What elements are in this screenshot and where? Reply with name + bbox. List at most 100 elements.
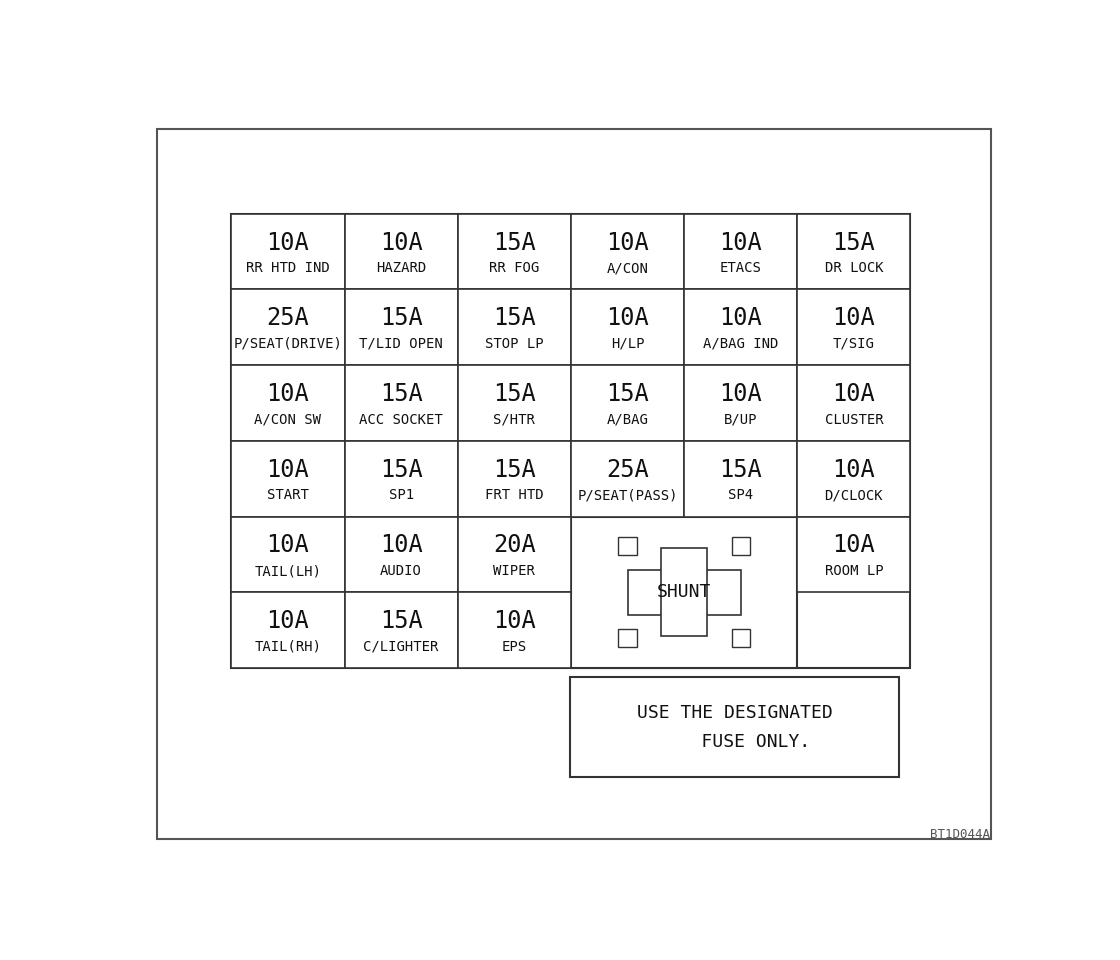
Bar <box>570 678 899 778</box>
Text: 20A: 20A <box>493 534 535 558</box>
Bar <box>458 290 571 365</box>
Bar <box>345 365 458 441</box>
Bar <box>345 290 458 365</box>
Text: 15A: 15A <box>380 609 422 633</box>
Text: START: START <box>267 489 309 502</box>
Text: 10A: 10A <box>267 609 309 633</box>
Bar <box>571 441 684 516</box>
Text: B/UP: B/UP <box>724 413 757 426</box>
Bar <box>731 629 749 647</box>
Text: 10A: 10A <box>267 382 309 406</box>
Bar <box>797 290 911 365</box>
Text: 10A: 10A <box>380 534 422 558</box>
Text: 15A: 15A <box>493 306 535 330</box>
Bar <box>797 365 911 441</box>
Bar <box>571 516 797 668</box>
Text: 15A: 15A <box>493 230 535 254</box>
Bar <box>684 214 797 290</box>
Bar <box>345 214 458 290</box>
Text: T/LID OPEN: T/LID OPEN <box>360 337 444 351</box>
Text: 15A: 15A <box>380 382 422 406</box>
Bar <box>345 516 458 592</box>
Bar <box>571 214 684 290</box>
Bar <box>571 290 684 365</box>
Bar <box>345 441 458 516</box>
Text: 25A: 25A <box>606 458 648 482</box>
Text: 15A: 15A <box>606 382 648 406</box>
Bar <box>684 290 797 365</box>
Text: CLUSTER: CLUSTER <box>824 413 884 426</box>
Bar <box>458 516 571 592</box>
Text: D/CLOCK: D/CLOCK <box>824 489 884 502</box>
Text: EPS: EPS <box>502 640 526 654</box>
Text: SP4: SP4 <box>728 489 754 502</box>
Text: BT1D044A: BT1D044A <box>930 828 990 841</box>
Bar <box>232 592 345 668</box>
Text: 10A: 10A <box>606 306 648 330</box>
Text: USE THE DESIGNATED
    FUSE ONLY.: USE THE DESIGNATED FUSE ONLY. <box>636 704 832 751</box>
Text: P/SEAT(PASS): P/SEAT(PASS) <box>577 489 678 502</box>
Bar <box>684 441 797 516</box>
Bar <box>458 592 571 668</box>
Text: 10A: 10A <box>832 382 875 406</box>
Text: ROOM LP: ROOM LP <box>824 564 884 578</box>
Text: 25A: 25A <box>267 306 309 330</box>
Text: 10A: 10A <box>606 230 648 254</box>
Text: 10A: 10A <box>719 230 762 254</box>
Text: 10A: 10A <box>267 534 309 558</box>
Text: TAIL(LH): TAIL(LH) <box>254 564 321 578</box>
Text: S/HTR: S/HTR <box>494 413 535 426</box>
Text: 10A: 10A <box>832 306 875 330</box>
Text: ACC SOCKET: ACC SOCKET <box>360 413 444 426</box>
Text: 10A: 10A <box>267 230 309 254</box>
Text: 15A: 15A <box>719 458 762 482</box>
Text: 10A: 10A <box>267 458 309 482</box>
Text: 10A: 10A <box>493 609 535 633</box>
Bar <box>571 365 684 441</box>
Text: 15A: 15A <box>832 230 875 254</box>
Bar <box>232 441 345 516</box>
Text: SHUNT: SHUNT <box>657 584 711 601</box>
Text: A/BAG IND: A/BAG IND <box>703 337 778 351</box>
Text: WIPER: WIPER <box>494 564 535 578</box>
Text: RR HTD IND: RR HTD IND <box>246 261 329 276</box>
Text: T/SIG: T/SIG <box>833 337 875 351</box>
Bar <box>232 365 345 441</box>
Bar <box>797 516 911 592</box>
Text: 10A: 10A <box>832 458 875 482</box>
Text: TAIL(RH): TAIL(RH) <box>254 640 321 654</box>
Text: A/CON: A/CON <box>607 261 648 276</box>
Bar <box>458 214 571 290</box>
Bar <box>627 569 740 615</box>
Text: P/SEAT(DRIVE): P/SEAT(DRIVE) <box>233 337 343 351</box>
Text: 15A: 15A <box>493 458 535 482</box>
Text: A/BAG: A/BAG <box>607 413 648 426</box>
Text: C/LIGHTER: C/LIGHTER <box>364 640 439 654</box>
Bar <box>232 214 345 290</box>
Text: 15A: 15A <box>380 458 422 482</box>
Text: ETACS: ETACS <box>720 261 762 276</box>
Text: 10A: 10A <box>380 230 422 254</box>
Text: 15A: 15A <box>493 382 535 406</box>
Text: A/CON SW: A/CON SW <box>254 413 321 426</box>
Bar <box>345 592 458 668</box>
Text: RR FOG: RR FOG <box>489 261 540 276</box>
Text: 10A: 10A <box>832 534 875 558</box>
Bar <box>797 441 911 516</box>
Text: H/LP: H/LP <box>610 337 644 351</box>
Bar <box>618 538 636 556</box>
Text: 10A: 10A <box>719 306 762 330</box>
Bar <box>232 516 345 592</box>
Text: STOP LP: STOP LP <box>485 337 543 351</box>
Bar <box>232 214 911 668</box>
Bar <box>232 290 345 365</box>
Bar <box>731 538 749 556</box>
Text: DR LOCK: DR LOCK <box>824 261 884 276</box>
Bar <box>458 365 571 441</box>
Text: AUDIO: AUDIO <box>380 564 422 578</box>
Text: 10A: 10A <box>719 382 762 406</box>
Text: FRT HTD: FRT HTD <box>485 489 543 502</box>
Bar <box>797 214 911 290</box>
Bar <box>684 365 797 441</box>
Text: 15A: 15A <box>380 306 422 330</box>
